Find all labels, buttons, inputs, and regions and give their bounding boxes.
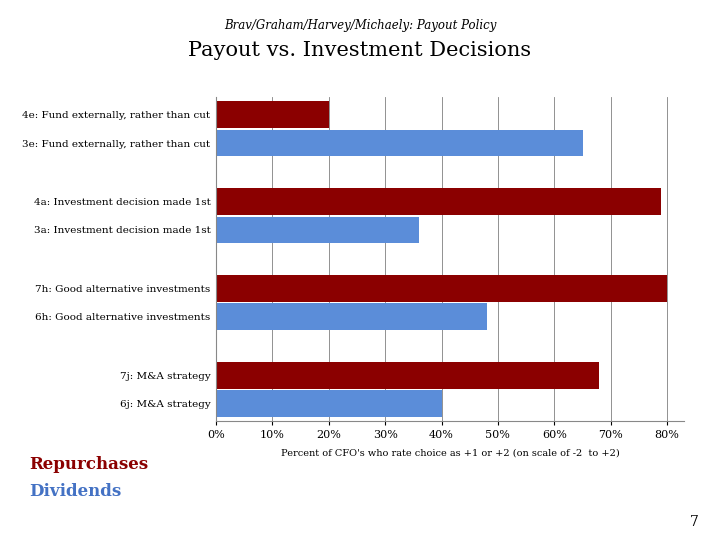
Text: Repurchases: Repurchases — [29, 456, 148, 473]
Bar — [216, 275, 667, 302]
Text: 7: 7 — [690, 515, 698, 529]
Bar — [216, 390, 441, 417]
Bar — [216, 188, 662, 215]
Bar — [216, 102, 329, 128]
Bar — [216, 217, 419, 244]
X-axis label: Percent of CFO's who rate choice as +1 or +2 (on scale of -2  to +2): Percent of CFO's who rate choice as +1 o… — [281, 449, 619, 457]
Bar — [216, 303, 487, 330]
Bar — [216, 362, 600, 389]
Text: Dividends: Dividends — [29, 483, 121, 500]
Text: Brav/Graham/Harvey/Michaely: Payout Policy: Brav/Graham/Harvey/Michaely: Payout Poli… — [224, 19, 496, 32]
Text: Payout vs. Investment Decisions: Payout vs. Investment Decisions — [189, 40, 531, 59]
Bar — [216, 130, 582, 157]
